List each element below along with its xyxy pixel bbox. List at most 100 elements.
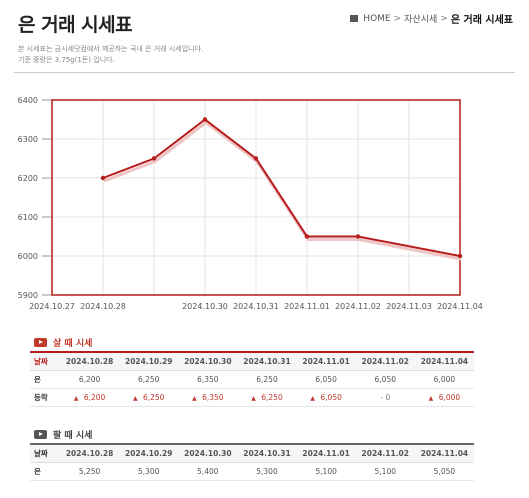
price-cell: 5,050 <box>414 462 474 481</box>
description-line: 기준 중량은 3.75g(1돈) 입니다. <box>18 56 115 64</box>
home-icon <box>350 15 359 22</box>
change-cell: ▲ 6,200 <box>60 388 120 407</box>
breadcrumb-separator: > <box>440 13 448 24</box>
page-title: 은 거래 시세표 <box>18 14 133 36</box>
sell-price-table: 날짜 2024.10.28 2024.10.29 2024.10.30 2024… <box>30 443 474 481</box>
sell-section-title: 팔 때 시세 <box>34 428 92 441</box>
price-cell: 5,100 <box>296 462 356 481</box>
buy-section-label: 살 때 시세 <box>53 339 93 349</box>
y-tick-label: 6300 <box>18 135 38 144</box>
price-cell: 6,250 <box>237 370 297 389</box>
play-icon <box>34 430 47 439</box>
table-header-row: 날짜 2024.10.28 2024.10.29 2024.10.30 2024… <box>30 444 474 463</box>
change-cell: ▲ 6,050 <box>296 388 356 407</box>
change-value: 6,050 <box>320 392 342 402</box>
table-row: 은 6,200 6,250 6,350 6,250 6,050 6,050 6,… <box>30 370 474 389</box>
date-header: 2024.11.02 <box>355 444 415 463</box>
breadcrumb-section[interactable]: 자산시세 <box>404 15 438 25</box>
date-header: 2024.10.31 <box>237 352 297 371</box>
change-cell: ▲ 6,000 <box>414 388 474 407</box>
divider <box>14 72 515 73</box>
y-tick-label: 6000 <box>18 252 38 261</box>
x-tick-label: 2024.10.27 <box>29 302 75 311</box>
x-tick-label: 2024.11.01 <box>284 302 330 311</box>
change-cell: ▲ 6,250 <box>237 388 297 407</box>
x-tick-label: 2024.10.31 <box>233 302 279 311</box>
date-header: 2024.11.02 <box>355 352 415 371</box>
change-value: 6,000 <box>438 392 461 402</box>
change-value: 6,250 <box>261 392 283 402</box>
date-header: 2024.11.04 <box>414 444 474 463</box>
buy-section-title: 살 때 시세 <box>34 336 92 349</box>
data-point <box>355 234 361 239</box>
buy-price-table: 날짜 2024.10.28 2024.10.29 2024.10.30 2024… <box>30 351 474 407</box>
x-tick-label: 2024.10.28 <box>80 302 126 311</box>
price-cell: 5,250 <box>60 462 120 481</box>
price-cell: 6,250 <box>119 370 179 389</box>
table-row: 은 5,250 5,300 5,400 5,300 5,100 5,100 5,… <box>30 462 474 481</box>
price-cell: 5,400 <box>178 462 238 481</box>
date-header: 2024.10.30 <box>178 444 238 463</box>
price-cell: 6,050 <box>296 370 356 389</box>
price-cell: 5,100 <box>355 462 415 481</box>
change-value: 6,350 <box>202 392 224 402</box>
change-cell: ▲ 6,250 <box>119 388 179 407</box>
y-tick-label: 6100 <box>18 213 38 222</box>
data-point <box>304 234 310 239</box>
change-value: 6,200 <box>83 392 106 402</box>
plot-frame <box>51 99 461 296</box>
up-arrow-icon: ▲ <box>310 394 315 402</box>
breadcrumb-separator: > <box>393 13 402 24</box>
x-tick-label: 2024.11.02 <box>335 302 381 311</box>
date-header: 2024.10.28 <box>60 352 120 371</box>
data-point <box>151 156 157 161</box>
change-value: 6,250 <box>142 392 165 402</box>
table-header-row: 날짜 2024.10.28 2024.10.29 2024.10.30 2024… <box>30 352 474 371</box>
data-point <box>100 175 106 181</box>
price-cell: 6,350 <box>178 370 238 389</box>
date-header: 2024.10.30 <box>178 352 238 371</box>
description-line: 본 시세표는 금시세닷컴에서 제공하는 국내 은 거래 시세입니다. <box>18 45 204 53</box>
change-value: 0 <box>385 392 391 402</box>
price-cell: 6,200 <box>60 370 120 389</box>
price-cell: 5,300 <box>119 462 179 481</box>
up-arrow-icon: ▲ <box>428 394 434 402</box>
data-point <box>253 156 259 161</box>
breadcrumb-home[interactable]: HOME <box>363 13 391 24</box>
dash-icon: - <box>380 392 384 402</box>
price-row-label: 은 <box>30 462 60 481</box>
breadcrumb-current: 은 거래 시세표 <box>450 15 513 26</box>
breadcrumb: HOME > 자산시세 > 은 거래 시세표 <box>350 11 513 26</box>
date-header: 2024.11.04 <box>414 352 474 371</box>
up-arrow-icon: ▲ <box>192 394 197 402</box>
change-row-label: 등락 <box>30 388 60 407</box>
sell-section-label: 팔 때 시세 <box>53 431 93 441</box>
table-row: 등락 ▲ 6,200 ▲ 6,250 ▲ 6,350 ▲ 6,250 ▲ 6,050- … <box>30 388 474 407</box>
date-header-label: 날짜 <box>30 444 60 463</box>
data-point <box>202 117 208 122</box>
x-tick-label: 2024.11.03 <box>386 302 432 311</box>
price-cell: 6,050 <box>355 370 415 389</box>
date-header: 2024.11.01 <box>296 352 356 371</box>
change-cell: ▲ 6,350 <box>178 388 238 407</box>
date-header: 2024.10.28 <box>60 444 120 463</box>
page-description: 본 시세표는 금시세닷컴에서 제공하는 국내 은 거래 시세입니다. 기준 중량… <box>18 44 203 66</box>
date-header: 2024.10.31 <box>237 444 297 463</box>
change-cell: - 0 <box>355 388 415 407</box>
x-tick-label: 2024.11.04 <box>437 302 483 311</box>
price-cell: 5,300 <box>237 462 297 481</box>
up-arrow-icon: ▲ <box>73 394 79 402</box>
y-tick-label: 5900 <box>18 291 38 300</box>
date-header-label: 날짜 <box>30 352 60 371</box>
play-icon <box>34 338 47 347</box>
date-header: 2024.11.01 <box>296 444 356 463</box>
date-header: 2024.10.29 <box>119 444 179 463</box>
y-tick-label: 6400 <box>18 96 38 105</box>
price-line-chart: 5900 6000 6100 6200 6300 6400 2024.10.27 2024.1… <box>18 96 483 311</box>
up-arrow-icon: ▲ <box>132 394 138 402</box>
date-header: 2024.10.29 <box>119 352 179 371</box>
y-tick-label: 6200 <box>18 174 38 183</box>
price-row-label: 은 <box>30 370 60 389</box>
up-arrow-icon: ▲ <box>251 394 256 402</box>
price-cell: 6,000 <box>414 370 474 389</box>
